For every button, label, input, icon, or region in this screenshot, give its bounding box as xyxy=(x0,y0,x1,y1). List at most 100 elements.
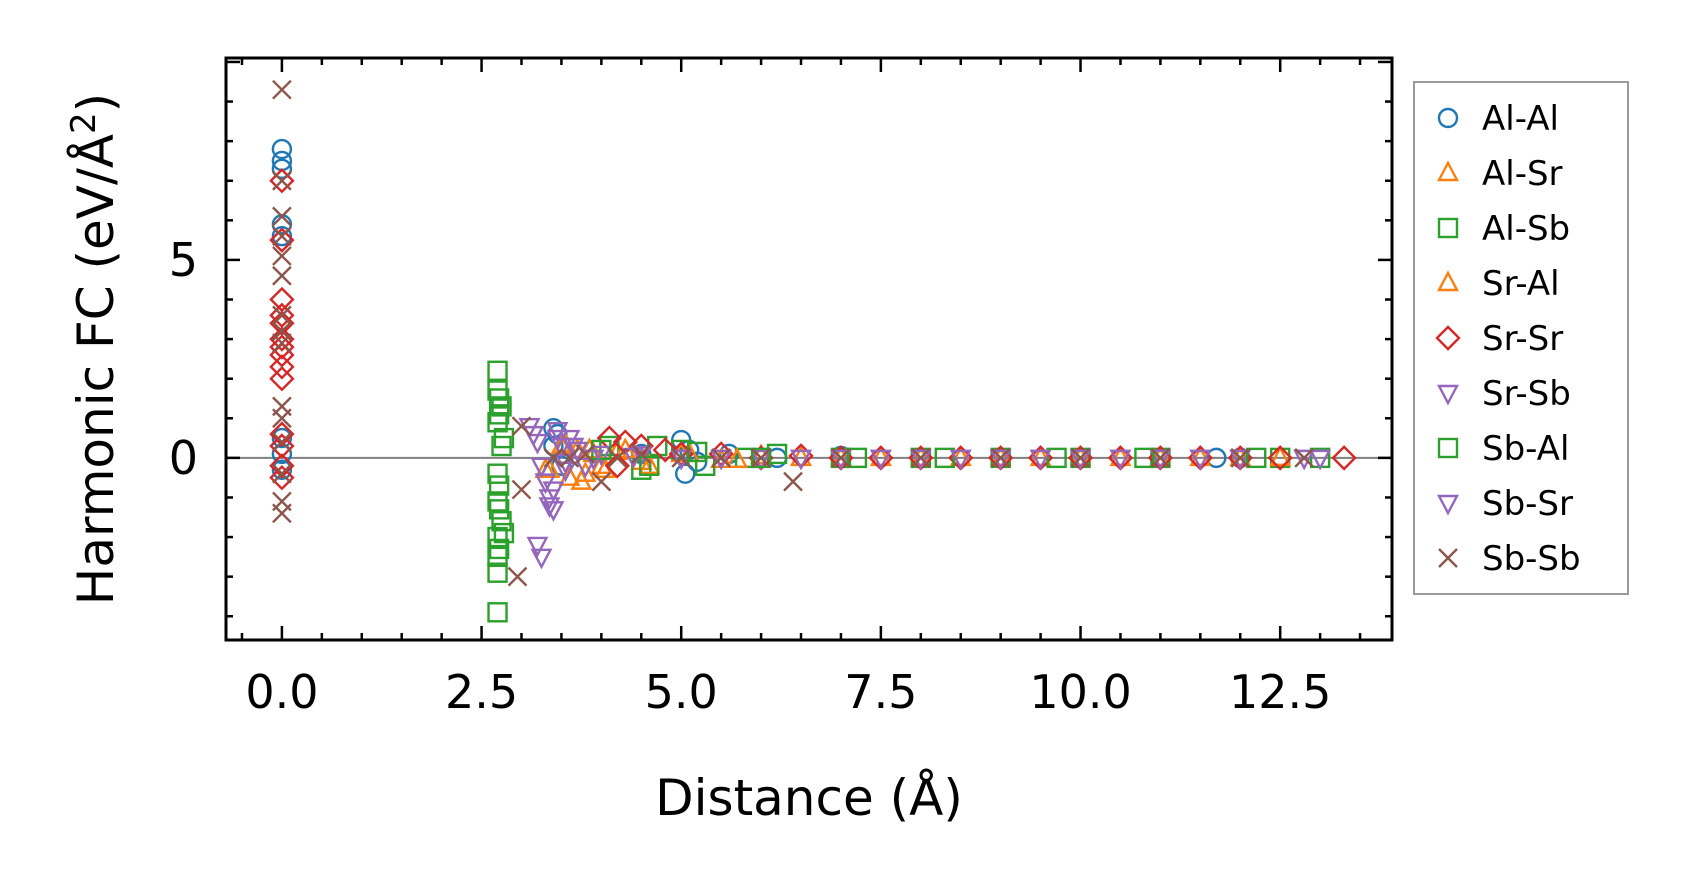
point-sr-sr-1 xyxy=(269,227,295,253)
point-sb-sr-10 xyxy=(790,449,813,471)
point-sb-sr-14 xyxy=(1109,449,1132,471)
point-sb-sb-23 xyxy=(631,444,652,464)
legend-label: Sr-Al xyxy=(1482,264,1560,304)
series-sb-al xyxy=(488,388,1267,560)
point-al-al-14 xyxy=(675,463,696,484)
point-sr-sr-35 xyxy=(1331,445,1357,471)
legend-marker-sb-al xyxy=(1437,437,1459,459)
point-al-sb-8 xyxy=(487,526,508,548)
point-sb-sb-29 xyxy=(910,448,931,468)
point-sr-al-2 xyxy=(570,469,593,490)
point-sr-sr-8 xyxy=(269,354,295,380)
point-sb-sb-28 xyxy=(831,448,851,468)
point-sr-sb-23 xyxy=(1309,449,1332,471)
legend-marker-sb-sb xyxy=(1438,548,1458,568)
point-sb-sb-10 xyxy=(272,408,292,429)
y-axis-title-close: ) xyxy=(67,93,125,113)
point-sr-al-6 xyxy=(638,453,661,474)
point-sr-al-8 xyxy=(726,447,749,469)
point-sb-sb-19 xyxy=(559,448,580,468)
point-al-al-9 xyxy=(543,435,564,457)
point-sr-sb-19 xyxy=(989,449,1012,471)
series-al-sb xyxy=(487,360,1331,623)
point-sb-al-4 xyxy=(488,499,510,520)
point-sb-sb-18 xyxy=(543,448,564,468)
point-sb-al-10 xyxy=(750,447,772,469)
axis-ticks xyxy=(226,58,1392,640)
point-sb-al-2 xyxy=(493,427,515,449)
point-al-al-2 xyxy=(271,158,293,180)
point-sr-sb-15 xyxy=(670,449,693,471)
legend-label: Sb-Sr xyxy=(1482,484,1573,524)
point-sb-sb-8 xyxy=(272,333,292,353)
point-sr-sb-20 xyxy=(1069,449,1092,471)
point-sb-sr-0 xyxy=(526,536,549,558)
point-sb-al-14 xyxy=(1134,447,1155,469)
legend-marker-sr-al xyxy=(1437,270,1459,292)
legend-marker-al-al xyxy=(1437,107,1459,129)
point-al-al-0 xyxy=(271,138,293,160)
x-tick-label: 10.0 xyxy=(1029,665,1131,719)
point-sb-al-12 xyxy=(934,447,955,469)
point-sr-sr-6 xyxy=(269,334,295,360)
legend-label: Al-Sb xyxy=(1482,209,1570,249)
point-sb-sb-21 xyxy=(591,471,612,492)
point-sb-sb-17 xyxy=(511,479,532,500)
legend-item-sr-sr: Sr-Sr xyxy=(1435,319,1563,359)
point-sb-sr-2 xyxy=(538,497,561,518)
point-al-sr-15 xyxy=(1069,445,1092,467)
point-sb-sb-5 xyxy=(272,265,292,286)
point-sr-sb-14 xyxy=(630,445,653,467)
point-al-sr-17 xyxy=(1229,445,1252,467)
legend-label: Sr-Sb xyxy=(1482,374,1571,414)
point-sb-sb-0 xyxy=(272,79,292,100)
plot-frame xyxy=(224,56,1394,642)
series-al-al xyxy=(271,138,1251,484)
point-sb-sb-25 xyxy=(711,448,731,468)
legend: Al-Al Al-Sr Al-Sb Sr-Al Sr-Sr Sr-Sb Sb-Al Sb-Sr… xyxy=(1413,81,1629,595)
point-al-sb-10 xyxy=(487,562,508,583)
point-al-sb-5 xyxy=(487,463,508,484)
point-sr-al-9 xyxy=(790,445,813,467)
point-al-sr-14 xyxy=(989,445,1012,467)
x-tick-label: 7.5 xyxy=(844,665,917,719)
point-sb-al-6 xyxy=(488,538,510,560)
point-al-sr-13 xyxy=(909,445,932,467)
y-tick-label: 0 xyxy=(169,431,198,485)
legend-marker-al-sr xyxy=(1437,160,1459,182)
point-sb-sb-15 xyxy=(507,566,528,587)
point-sb-al-8 xyxy=(639,455,660,476)
point-sb-sr-12 xyxy=(949,449,972,471)
legend-label: Sr-Sr xyxy=(1482,319,1563,359)
point-sb-sr-16 xyxy=(1293,449,1316,471)
legend-item-sr-al: Sr-Al xyxy=(1437,264,1560,304)
point-sb-sb-12 xyxy=(272,463,292,484)
point-al-sr-16 xyxy=(1149,445,1172,467)
point-sr-sr-4 xyxy=(269,310,295,336)
point-sr-al-12 xyxy=(1029,445,1052,467)
point-al-al-23 xyxy=(1206,447,1227,469)
point-sr-sr-12 xyxy=(269,453,295,479)
point-al-sb-7 xyxy=(491,511,512,532)
series-sb-sb xyxy=(272,79,1314,587)
point-sr-sb-21 xyxy=(1149,449,1172,471)
point-sb-sb-30 xyxy=(990,448,1011,468)
point-sb-al-11 xyxy=(846,447,868,469)
legend-marker-al-sb xyxy=(1437,217,1459,239)
point-al-al-5 xyxy=(271,427,293,449)
point-sr-sr-34 xyxy=(1267,445,1293,471)
point-sb-sb-11 xyxy=(272,432,292,452)
point-sb-sr-15 xyxy=(1189,449,1212,471)
point-sb-sb-20 xyxy=(575,444,596,464)
point-sb-sb-14 xyxy=(272,503,292,524)
legend-item-sb-sb: Sb-Sb xyxy=(1438,539,1581,579)
y-axis-title-superscript: 2 xyxy=(64,112,104,134)
point-sr-sb-6 xyxy=(542,501,565,522)
legend-label: Sb-Sb xyxy=(1482,539,1581,579)
point-sr-sr-0 xyxy=(269,168,295,194)
point-sr-sb-18 xyxy=(909,449,932,471)
point-sb-sr-9 xyxy=(710,449,733,471)
point-al-sr-6 xyxy=(590,453,613,474)
point-sb-sb-34 xyxy=(1294,448,1314,468)
